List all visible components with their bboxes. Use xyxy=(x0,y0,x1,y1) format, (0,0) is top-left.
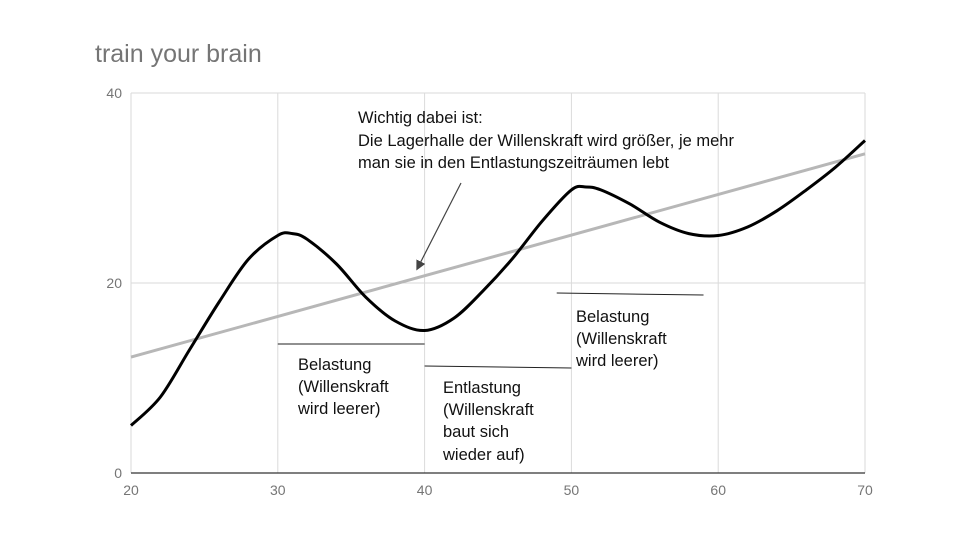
annotation-entlastung: Entlastung (Willenskraft baut sich wiede… xyxy=(442,379,538,464)
annotation-arrow xyxy=(416,182,462,271)
x-tick-label: 60 xyxy=(710,482,726,498)
annotation-note-line-1: Wichtig dabei ist: xyxy=(358,109,483,127)
annotation-note-line-3: man sie in den Entlastungszeiträumen leb… xyxy=(358,154,669,172)
annotation-entlastung-line-1: Entlastung xyxy=(443,379,521,397)
annotation-belastung-2-line-2: (Willenskraft xyxy=(576,330,667,348)
series-layer xyxy=(129,139,867,427)
annotation-belastung-2: Belastung (Willenskraft wird leerer) xyxy=(575,308,671,370)
annotation-entlastung-line-2: (Willenskraft xyxy=(443,401,534,419)
annotation-belastung-2-line xyxy=(556,292,704,296)
x-tick-label: 20 xyxy=(123,482,139,498)
y-tick-label: 40 xyxy=(106,85,122,101)
y-tick-label: 20 xyxy=(106,275,122,291)
annotation-entlastung-line-4: wieder auf) xyxy=(442,446,525,464)
x-tick-label: 30 xyxy=(270,482,286,498)
x-tick-label: 70 xyxy=(857,482,873,498)
annotation-note-line-2: Die Lagerhalle der Willenskraft wird grö… xyxy=(358,132,734,150)
y-tick-label: 0 xyxy=(114,465,122,481)
annotation-belastung-1-line-2: (Willenskraft xyxy=(298,378,389,396)
annotation-note: Wichtig dabei ist: Die Lagerhalle der Wi… xyxy=(358,109,739,172)
annotation-belastung-2-line-3: wird leerer) xyxy=(575,352,659,370)
annotation-belastung-2-line-1: Belastung xyxy=(576,308,649,326)
series-trend-line xyxy=(130,152,866,359)
chart-title: train your brain xyxy=(95,40,262,68)
annotation-entlastung-line xyxy=(424,365,572,369)
series-willpower-curve xyxy=(129,139,867,427)
annotation-entlastung-line-3: baut sich xyxy=(443,423,509,441)
x-tick-label: 50 xyxy=(564,482,580,498)
annotation-belastung-1-line-1: Belastung xyxy=(298,356,371,374)
annotation-belastung-1: Belastung (Willenskraft wird leerer) xyxy=(297,356,393,418)
grid xyxy=(130,92,866,474)
x-tick-label: 40 xyxy=(417,482,433,498)
annotation-belastung-1-line-3: wird leerer) xyxy=(297,400,381,418)
